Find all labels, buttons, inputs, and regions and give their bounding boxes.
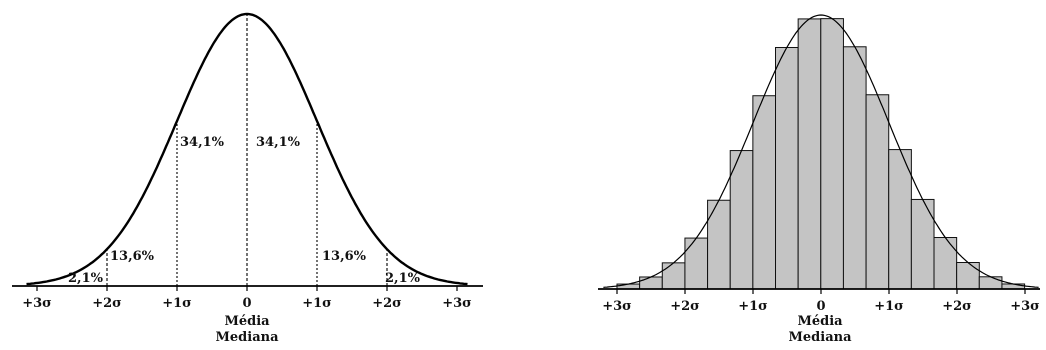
- right-tick-label: +2σ: [670, 299, 700, 314]
- histogram-bar: [911, 199, 934, 289]
- right-panel-histogram: +3σ +2σ +1σ 0 +1σ +2σ +3σ Média Mediana: [598, 15, 1040, 345]
- left-tick-label: 0: [242, 296, 251, 311]
- histogram-bar: [640, 277, 663, 289]
- right-caption-mediana: Mediana: [789, 330, 853, 345]
- histogram-bar: [798, 19, 821, 289]
- histogram-bar: [934, 238, 957, 289]
- left-tick-label: +3σ: [22, 296, 52, 311]
- histogram-bar: [957, 263, 980, 289]
- right-x-ticks: +3σ +2σ +1σ 0 +1σ +2σ +3σ: [602, 289, 1040, 314]
- right-tick-label: +3σ: [602, 299, 632, 314]
- left-caption-media: Média: [224, 314, 270, 329]
- left-area-label: 34,1%: [180, 135, 225, 150]
- left-area-label: 13,6%: [322, 249, 367, 264]
- left-tick-label: +1σ: [302, 296, 332, 311]
- histogram-bar: [843, 47, 866, 289]
- left-area-label: 34,1%: [256, 135, 301, 150]
- left-tick-label: +3σ: [442, 296, 472, 311]
- left-caption-mediana: Mediana: [216, 330, 280, 345]
- right-tick-label: +1σ: [738, 299, 768, 314]
- histogram-bar: [753, 96, 776, 289]
- right-tick-label: 0: [816, 299, 825, 314]
- left-tick-label: +1σ: [162, 296, 192, 311]
- left-sigma-lines: [107, 14, 387, 286]
- left-tick-label: +2σ: [372, 296, 402, 311]
- left-panel-normal-curve: +3σ +2σ +1σ 0 +1σ +2σ +3σ 2,1% 13,6% 34,1% 34,1% 1…: [12, 14, 483, 345]
- left-area-labels: 2,1% 13,6% 34,1% 34,1% 13,6% 2,1%: [68, 135, 421, 286]
- histogram-bar: [662, 263, 685, 289]
- right-histogram-bars: [617, 19, 1025, 289]
- left-area-label: 2,1%: [68, 271, 104, 286]
- histogram-bar: [821, 19, 844, 289]
- histogram-bar: [889, 150, 912, 289]
- right-caption-media: Média: [797, 314, 843, 329]
- histogram-bar: [979, 277, 1002, 289]
- histogram-bar: [866, 95, 889, 289]
- right-tick-label: +3σ: [1010, 299, 1040, 314]
- right-tick-label: +2σ: [942, 299, 972, 314]
- right-tick-label: +1σ: [874, 299, 904, 314]
- left-area-label: 13,6%: [110, 249, 155, 264]
- histogram-bar: [776, 47, 799, 289]
- histogram-bar: [708, 200, 731, 289]
- left-area-label: 2,1%: [385, 271, 421, 286]
- histogram-bar: [685, 238, 708, 289]
- histogram-bar: [730, 151, 753, 289]
- left-tick-label: +2σ: [92, 296, 122, 311]
- left-x-ticks: +3σ +2σ +1σ 0 +1σ +2σ +3σ: [22, 286, 472, 311]
